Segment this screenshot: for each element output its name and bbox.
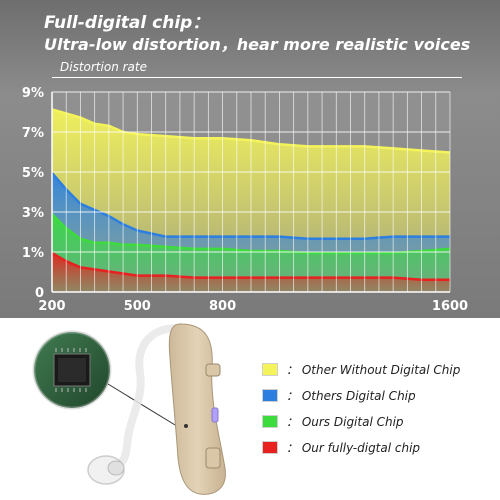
legend-item: ： Ours Digital Chip: [262, 412, 404, 430]
y-tick-label: 0: [35, 286, 44, 301]
hearing-aid-icon: [87, 323, 226, 495]
legend-swatch: [262, 388, 278, 402]
product-panel: ： Other Without Digital Chip ： Others Dig…: [0, 318, 500, 500]
y-tick-label: 5%: [22, 166, 44, 181]
x-tick-label: 200: [38, 299, 65, 314]
legend-item: ： Others Digital Chip: [262, 386, 416, 404]
legend-swatch: [262, 362, 278, 376]
legend-label: ： Other Without Digital Chip: [286, 362, 461, 377]
legend-swatch: [262, 414, 278, 428]
y-tick-label: 3%: [22, 206, 44, 221]
legend-swatch: [262, 440, 278, 454]
x-tick-label: 800: [209, 299, 236, 314]
y-tick-label: 9%: [22, 86, 44, 101]
page-title: Full-digital chip：: [44, 13, 210, 33]
page-subtitle: Ultra-low distortion，hear more realistic…: [44, 35, 471, 54]
x-tick-label: 500: [124, 299, 151, 314]
x-tick-label: 1600: [432, 299, 468, 314]
distortion-chart: 0 1% 3% 5% 7% 9% 200 500 800 1600: [22, 86, 468, 314]
y-tick-label: 1%: [22, 246, 44, 261]
legend-label: ： Our fully-digtal chip: [286, 440, 421, 455]
chip-icon: [32, 330, 181, 429]
legend-label: ： Ours Digital Chip: [286, 414, 404, 429]
legend-item: ： Other Without Digital Chip: [262, 360, 460, 378]
legend-label: ： Others Digital Chip: [286, 388, 416, 403]
y-tick-label: 7%: [22, 126, 44, 141]
y-axis-label: Distortion rate: [60, 60, 147, 74]
legend-item: ： Our fully-digtal chip: [262, 438, 420, 456]
chart-panel: Full-digital chip： Ultra-low distortion，…: [0, 0, 500, 318]
header-divider: [52, 77, 462, 78]
hearing-aid-illustration: [32, 323, 226, 495]
